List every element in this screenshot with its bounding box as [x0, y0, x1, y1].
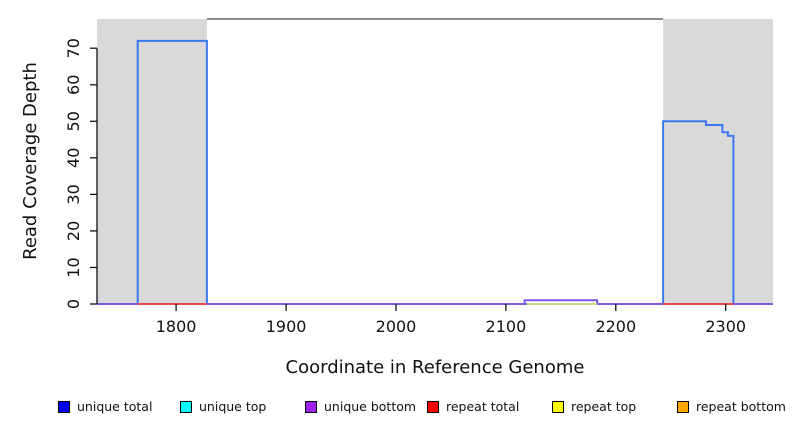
series-unique-bottom: [97, 299, 773, 305]
legend-swatch-repeat-total: [427, 400, 439, 413]
y-tick-label: 0: [64, 299, 83, 309]
x-tick-label: 2200: [595, 317, 636, 336]
legend-item-repeat-total: repeat total: [427, 399, 519, 414]
y-tick-label: 20: [64, 221, 83, 241]
legend-swatch-repeat-top: [552, 400, 564, 413]
left-repeat-region: [97, 19, 207, 304]
y-tick-label: 40: [64, 148, 83, 168]
right-repeat-region: [663, 19, 773, 304]
y-axis-label: Read Coverage Depth: [20, 62, 41, 260]
legend-item-unique-bottom: unique bottom: [305, 399, 416, 414]
legend-swatch-unique-bottom: [305, 400, 317, 413]
legend-swatch-unique-top: [180, 400, 192, 413]
legend-label: repeat total: [446, 399, 520, 414]
y-tick-label: 70: [64, 38, 83, 58]
legend-label: unique bottom: [324, 399, 417, 414]
x-tick-label: 2300: [705, 317, 746, 336]
series-unique-total: [97, 39, 773, 305]
legend: unique total unique top unique bottom re…: [0, 399, 792, 417]
y-tick-label: 30: [64, 184, 83, 204]
legend-label: unique total: [77, 399, 153, 414]
legend-item-unique-top: unique top: [180, 399, 266, 414]
legend-swatch-unique-total: [58, 400, 70, 413]
legend-label: unique top: [199, 399, 267, 414]
x-tick-label: 2100: [486, 317, 527, 336]
coverage-plot-svg: 0 10 20 30 40 50 60 70 1800 1900 2000 2100 2200 2300: [64, 18, 773, 336]
y-tick-label: 50: [64, 111, 83, 131]
x-tick-label: 2000: [376, 317, 417, 336]
legend-item-unique-total: unique total: [58, 399, 152, 414]
legend-label: repeat bottom: [696, 399, 786, 414]
legend-item-repeat-bottom: repeat bottom: [677, 399, 786, 414]
x-axis-label: Coordinate in Reference Genome: [285, 357, 585, 378]
y-tick-label: 60: [64, 75, 83, 95]
y-tick-label: 10: [64, 257, 83, 277]
x-tick-label: 1900: [266, 317, 307, 336]
legend-label: repeat top: [571, 399, 637, 414]
legend-swatch-repeat-bottom: [677, 400, 689, 413]
legend-item-repeat-top: repeat top: [552, 399, 636, 414]
x-tick-label: 1800: [156, 317, 197, 336]
